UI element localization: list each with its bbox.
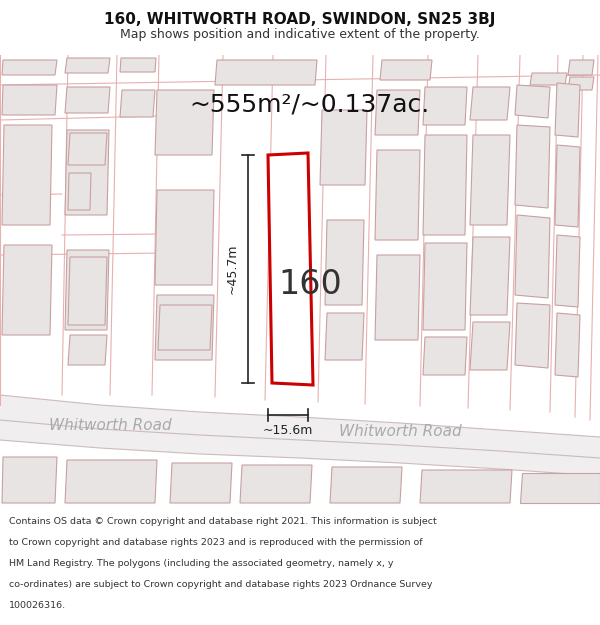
Polygon shape [65, 130, 109, 215]
Polygon shape [2, 125, 52, 225]
Polygon shape [68, 173, 91, 210]
Polygon shape [320, 110, 367, 185]
Polygon shape [215, 60, 317, 85]
Polygon shape [65, 460, 157, 503]
Polygon shape [568, 60, 594, 75]
Text: 160: 160 [278, 269, 342, 301]
Polygon shape [515, 303, 550, 368]
Text: Map shows position and indicative extent of the property.: Map shows position and indicative extent… [120, 28, 480, 41]
Polygon shape [65, 87, 110, 113]
Polygon shape [515, 85, 550, 118]
Polygon shape [515, 215, 550, 298]
Text: ~15.6m: ~15.6m [263, 424, 313, 437]
Polygon shape [0, 420, 600, 476]
Polygon shape [555, 235, 580, 307]
Polygon shape [0, 395, 600, 458]
Text: 100026316.: 100026316. [9, 601, 66, 610]
Text: ~555m²/~0.137ac.: ~555m²/~0.137ac. [190, 93, 430, 117]
Polygon shape [325, 313, 364, 360]
Text: HM Land Registry. The polygons (including the associated geometry, namely x, y: HM Land Registry. The polygons (includin… [9, 559, 394, 568]
Polygon shape [555, 313, 580, 377]
Text: 160, WHITWORTH ROAD, SWINDON, SN25 3BJ: 160, WHITWORTH ROAD, SWINDON, SN25 3BJ [104, 12, 496, 27]
Polygon shape [155, 90, 214, 155]
Polygon shape [240, 465, 312, 503]
Text: Whitworth Road: Whitworth Road [338, 424, 461, 439]
Polygon shape [68, 335, 107, 365]
Polygon shape [420, 470, 512, 503]
Text: ~45.7m: ~45.7m [226, 244, 239, 294]
Polygon shape [515, 125, 550, 208]
Polygon shape [423, 243, 467, 330]
Polygon shape [2, 85, 57, 115]
Polygon shape [470, 237, 510, 315]
Polygon shape [530, 73, 567, 85]
Polygon shape [423, 337, 467, 375]
Polygon shape [170, 463, 232, 503]
Polygon shape [155, 295, 214, 360]
Text: co-ordinates) are subject to Crown copyright and database rights 2023 Ordnance S: co-ordinates) are subject to Crown copyr… [9, 580, 433, 589]
Polygon shape [470, 87, 510, 120]
Polygon shape [325, 220, 364, 305]
Polygon shape [568, 77, 594, 90]
Polygon shape [68, 257, 107, 325]
Polygon shape [268, 153, 313, 385]
Polygon shape [423, 135, 467, 235]
Polygon shape [120, 58, 156, 72]
Polygon shape [423, 87, 467, 125]
Polygon shape [470, 322, 510, 370]
Polygon shape [68, 133, 107, 165]
Polygon shape [2, 457, 57, 503]
Text: to Crown copyright and database rights 2023 and is reproduced with the permissio: to Crown copyright and database rights 2… [9, 538, 422, 547]
Text: Whitworth Road: Whitworth Road [49, 419, 172, 434]
Polygon shape [375, 255, 420, 340]
Polygon shape [65, 58, 110, 73]
Polygon shape [330, 467, 402, 503]
Text: Contains OS data © Crown copyright and database right 2021. This information is : Contains OS data © Crown copyright and d… [9, 517, 437, 526]
Polygon shape [520, 473, 600, 503]
Polygon shape [375, 150, 420, 240]
Polygon shape [2, 60, 57, 75]
Polygon shape [158, 305, 212, 350]
Polygon shape [470, 135, 510, 225]
Polygon shape [555, 145, 580, 227]
Polygon shape [2, 245, 52, 335]
Polygon shape [65, 250, 109, 330]
Polygon shape [375, 90, 420, 135]
Polygon shape [155, 190, 214, 285]
Polygon shape [555, 83, 580, 137]
Polygon shape [380, 60, 432, 80]
Polygon shape [120, 90, 155, 117]
